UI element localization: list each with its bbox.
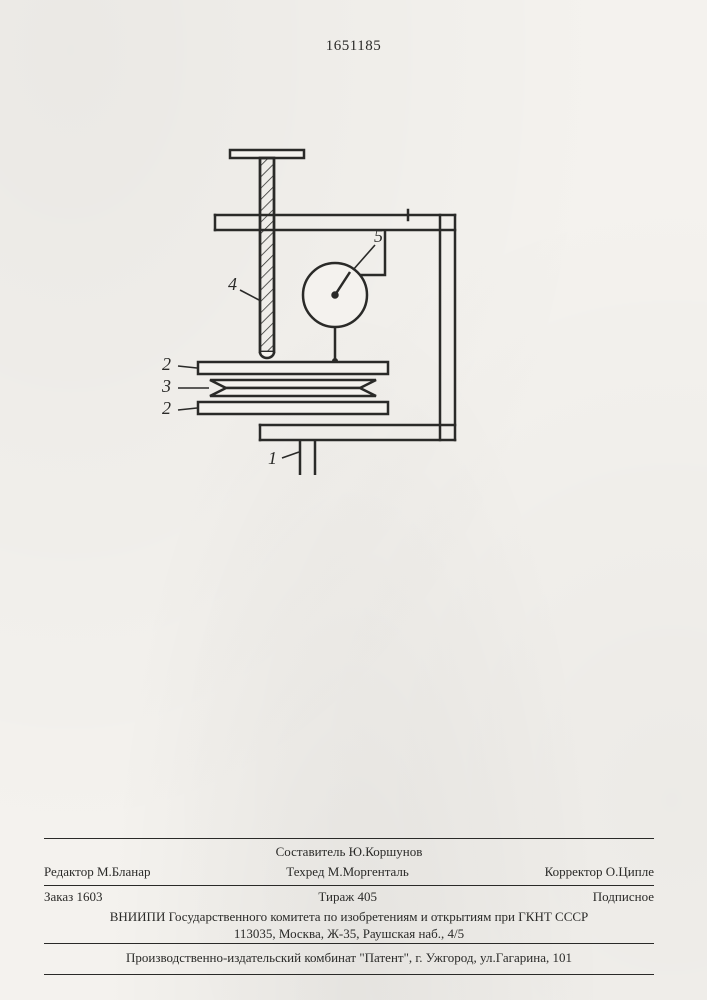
compiler: Составитель Ю.Коршунов <box>44 843 654 861</box>
callout-3: 3 <box>162 376 171 397</box>
institute-line2: 113035, Москва, Ж-35, Раушская наб., 4/5 <box>44 925 654 943</box>
order-number: Заказ 1603 <box>44 888 103 906</box>
callout-4: 4 <box>228 274 237 295</box>
figure-svg <box>160 130 500 480</box>
order-row: Заказ 1603 Тираж 405 Подписное <box>44 886 654 908</box>
page: 1651185 <box>0 0 707 1000</box>
tech-editor: Техред М.Моргенталь <box>286 863 409 881</box>
corrector: Корректор О.Ципле <box>545 863 654 881</box>
credits: Составитель Ю.Коршунов Редактор М.Бланар… <box>44 839 654 885</box>
callout-5: 5 <box>374 226 383 247</box>
footer: Составитель Ю.Коршунов Редактор М.Бланар… <box>44 838 654 975</box>
callout-2-upper: 2 <box>162 354 171 375</box>
subscribed: Подписное <box>593 888 654 906</box>
dial-gauge <box>303 230 385 364</box>
figure: 4 5 2 3 2 1 <box>160 130 500 480</box>
institute: ВНИИПИ Государственного комитета по изоб… <box>44 908 654 943</box>
publisher: Производственно-издательский комбинат "П… <box>44 944 654 975</box>
patent-number: 1651185 <box>0 38 707 55</box>
callout-1: 1 <box>268 448 277 469</box>
divider <box>44 974 654 975</box>
editor: Редактор М.Бланар <box>44 863 151 881</box>
screw <box>230 150 304 358</box>
institute-line1: ВНИИПИ Государственного комитета по изоб… <box>44 908 654 926</box>
circulation: Тираж 405 <box>318 888 377 906</box>
callout-2-lower: 2 <box>162 398 171 419</box>
